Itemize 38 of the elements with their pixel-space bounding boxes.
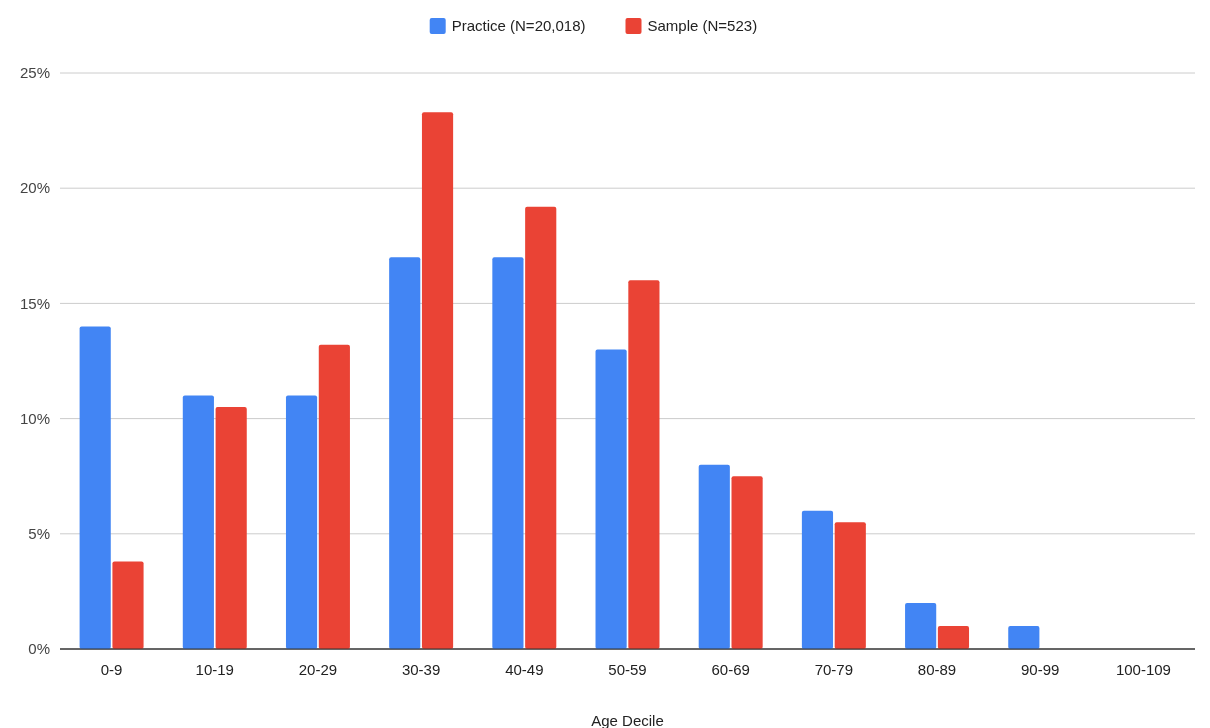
x-tick-label: 0-9 [100, 661, 123, 678]
bar [421, 112, 454, 649]
bar [698, 464, 730, 649]
legend-label: Practice (N=20,018) [451, 17, 586, 35]
x-tick-label: 50-59 [608, 661, 647, 678]
bar [834, 522, 866, 649]
x-tick-label: 40-49 [505, 661, 544, 678]
bar [492, 257, 524, 649]
y-tick-label: 5% [28, 525, 50, 543]
y-tick-label: 0% [28, 640, 50, 658]
bar [389, 257, 421, 649]
legend-label: Sample (N=523) [647, 17, 758, 35]
x-tick-label: 60-69 [711, 661, 750, 678]
x-tick-label: 70-79 [814, 661, 854, 678]
bar [79, 326, 111, 649]
bar [595, 349, 627, 649]
y-tick-label: 15% [19, 294, 50, 312]
x-tick-label: 90-99 [1021, 661, 1060, 678]
bar [731, 476, 763, 649]
bar [318, 344, 350, 649]
x-tick-label: 20-29 [298, 661, 338, 678]
bar [937, 625, 970, 649]
y-tick-label: 10% [19, 409, 50, 427]
x-tick-label: 30-39 [401, 661, 441, 678]
bar [525, 206, 557, 649]
y-tick-label: 20% [19, 179, 50, 197]
bar [1008, 625, 1040, 649]
bar [182, 395, 214, 649]
bar [112, 561, 144, 649]
bar [905, 602, 937, 649]
y-tick-label: 25% [19, 64, 50, 82]
bar [285, 395, 318, 649]
bar [801, 510, 834, 649]
x-tick-label: 80-89 [917, 661, 957, 678]
x-tick-label: 10-19 [195, 661, 234, 678]
bar [215, 407, 247, 649]
x-tick-label: 100-109 [1115, 661, 1171, 678]
bar [628, 280, 660, 649]
